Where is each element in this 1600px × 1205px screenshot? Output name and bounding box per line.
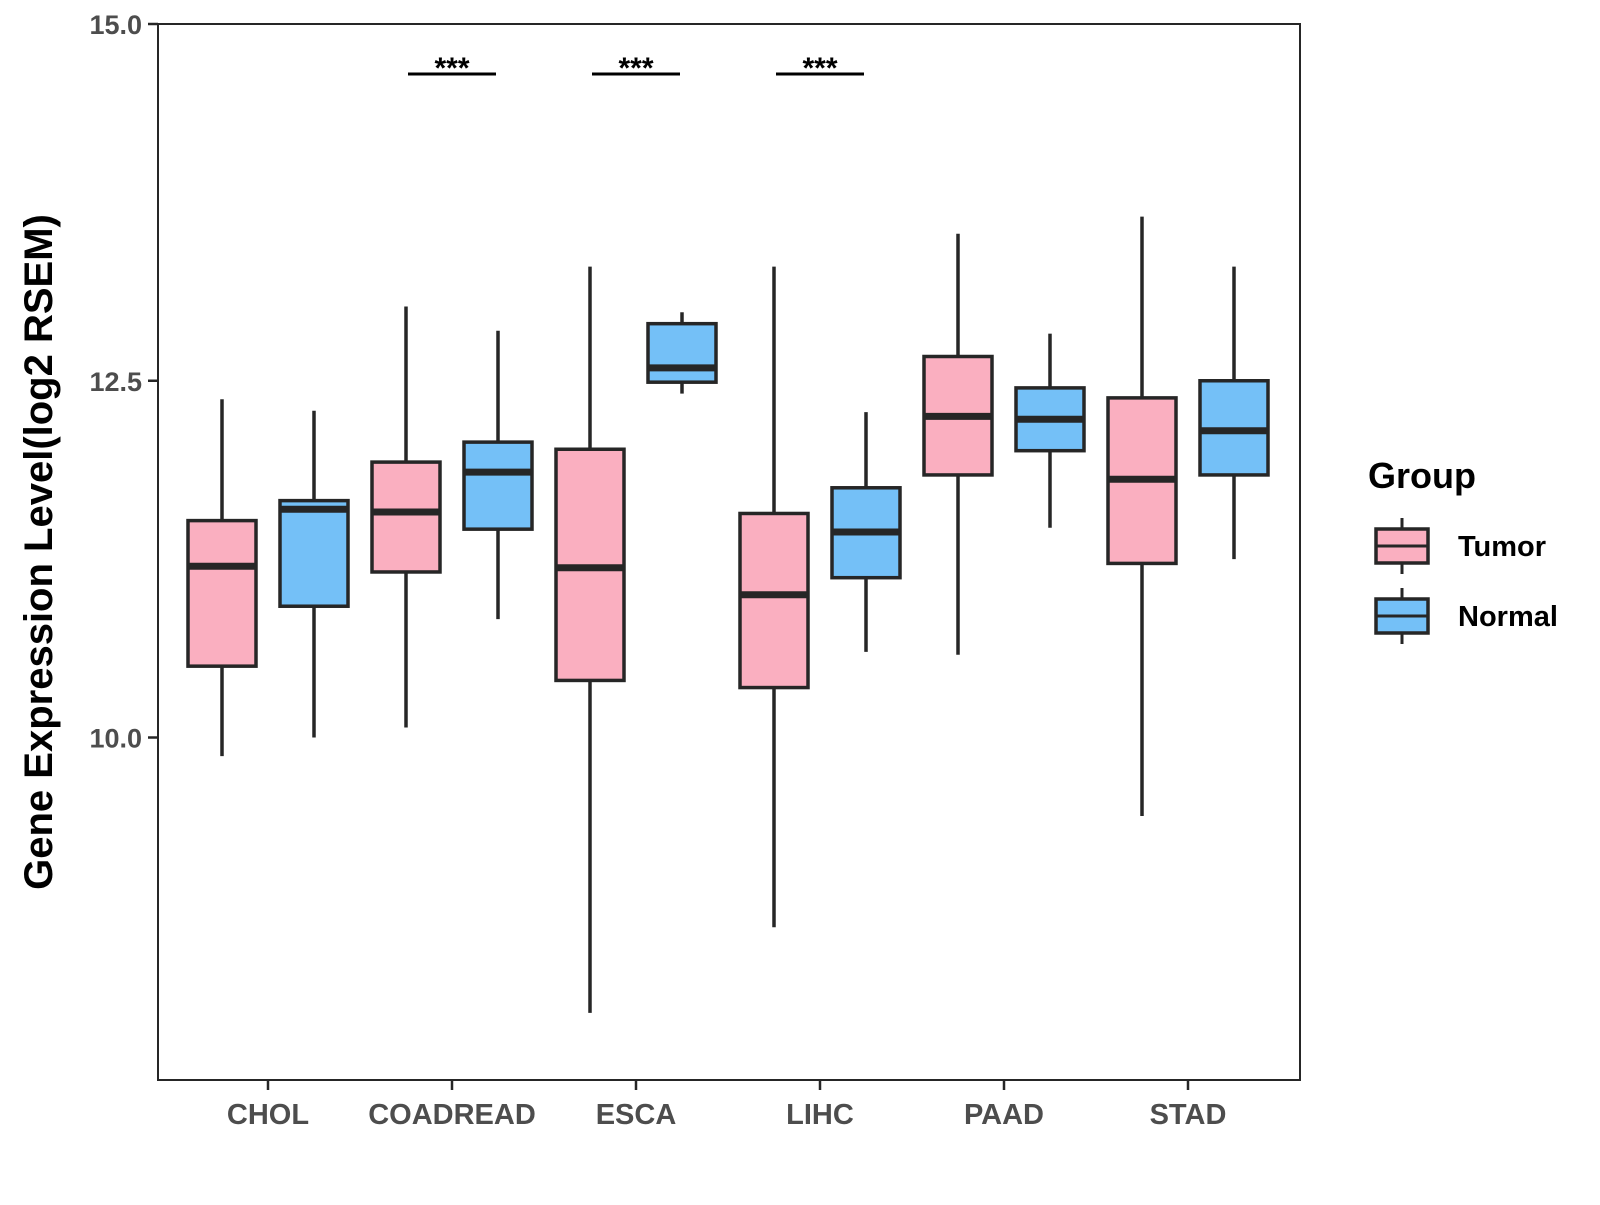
x-tick-label-esca: ESCA [596, 1099, 677, 1131]
x-tick-label-coadread: COADREAD [368, 1099, 536, 1131]
box-normal-lihc [830, 412, 902, 652]
box-iqr [186, 518, 258, 668]
box-normal-esca [646, 312, 718, 394]
legend-title: Group [1368, 455, 1476, 496]
y-tick-label: 10.0 [89, 724, 142, 754]
x-tick-label-lihc: LIHC [786, 1099, 854, 1131]
y-axis-title: Gene Expression Level(log2 RSEM) [17, 214, 61, 890]
box-iqr [738, 511, 810, 690]
box-tumor-paad [922, 233, 994, 655]
significance-label-coadread: *** [434, 52, 469, 85]
x-tick-label-paad: PAAD [964, 1099, 1044, 1131]
box-iqr [370, 460, 442, 574]
box-tumor-lihc [738, 266, 810, 928]
significance-label-lihc: *** [802, 52, 837, 85]
y-tick-label: 12.5 [89, 367, 142, 397]
box-iqr [646, 321, 718, 384]
plot-panel-border [157, 23, 1301, 1081]
legend-label-normal: Normal [1458, 601, 1558, 633]
x-tick-label-stad: STAD [1150, 1099, 1227, 1131]
significance-label-esca: *** [618, 52, 653, 85]
box-normal-paad [1014, 333, 1086, 528]
box-tumor-chol [186, 399, 258, 757]
marks-layer: *** *** *** [186, 52, 1270, 1013]
legend-label-tumor: Tumor [1458, 531, 1546, 563]
y-tick-label: 15.0 [89, 10, 142, 40]
box-normal-chol [278, 410, 350, 738]
box-iqr [462, 440, 534, 531]
box-tumor-stad [1106, 216, 1178, 816]
box-iqr [278, 498, 350, 608]
box-normal-coadread [462, 330, 534, 620]
x-tick-label-chol: CHOL [227, 1099, 309, 1131]
legend: Group Tumor Normal [1368, 455, 1558, 644]
box-tumor-esca [554, 266, 626, 1013]
box-normal-stad [1198, 266, 1270, 560]
axes-layer: 10.0 12.5 15.0 CHOL COADREAD ESCA LIHC PAAD STAD… [17, 10, 1301, 1131]
box-tumor-coadread [370, 306, 442, 728]
